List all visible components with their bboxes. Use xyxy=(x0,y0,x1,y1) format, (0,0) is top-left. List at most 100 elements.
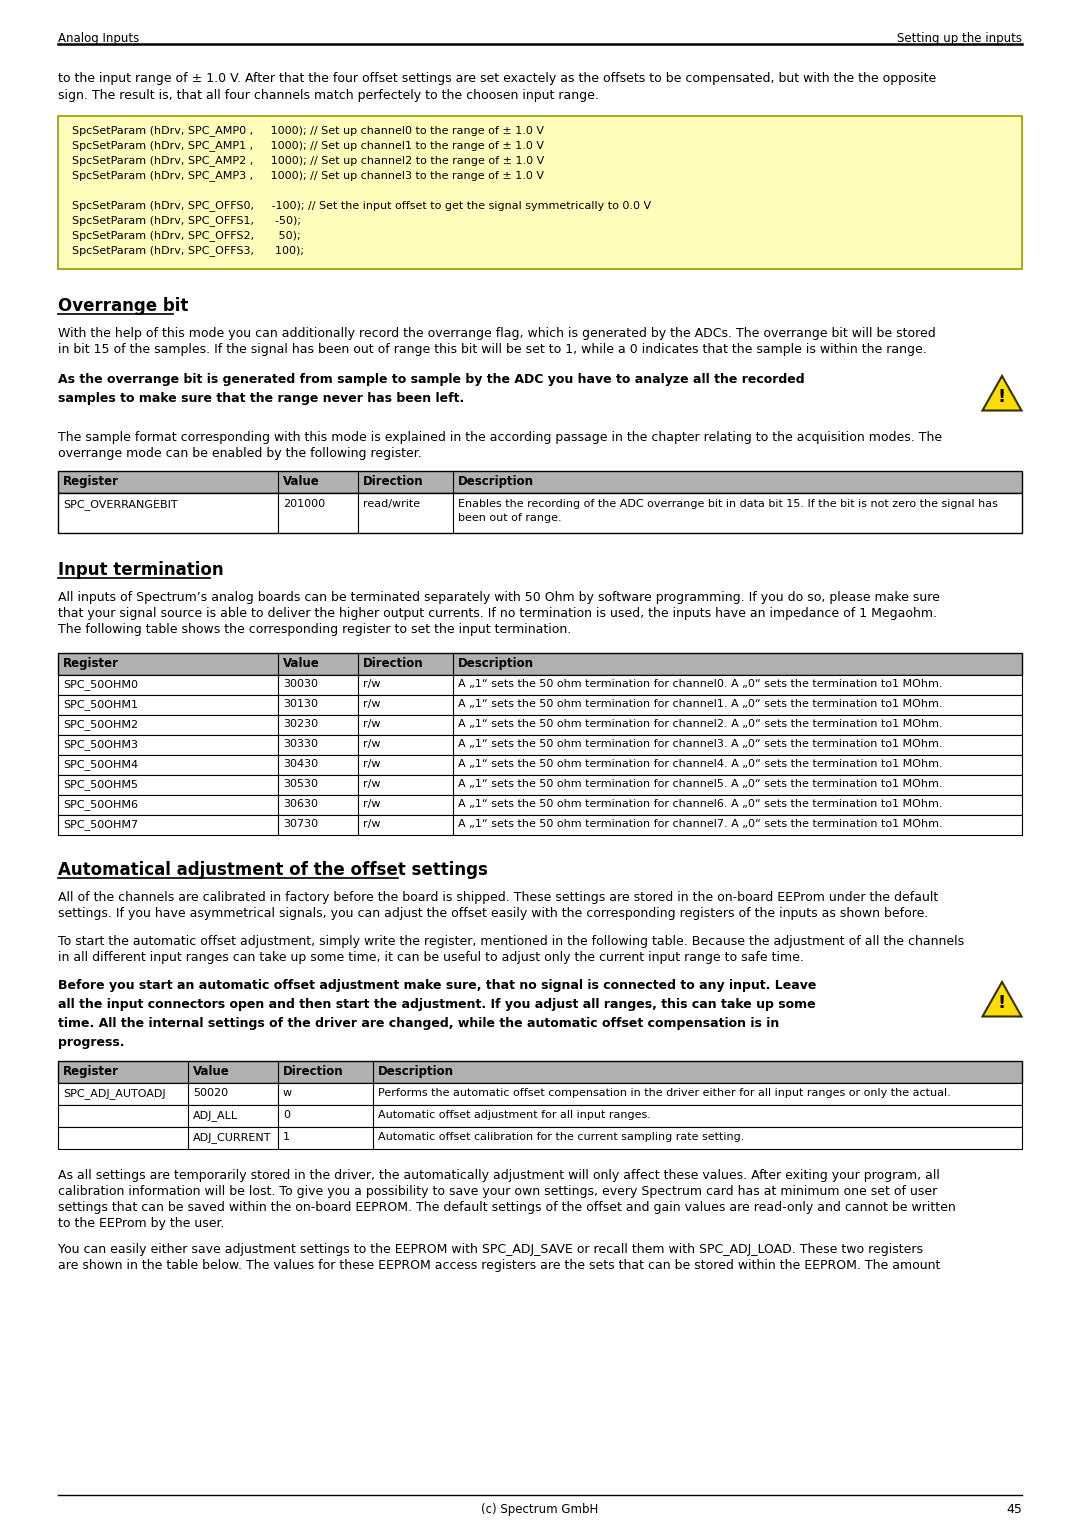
Polygon shape xyxy=(983,376,1022,411)
Text: progress.: progress. xyxy=(58,1036,124,1050)
Text: Enables the recording of the ADC overrange bit in data bit 15. If the bit is not: Enables the recording of the ADC overran… xyxy=(458,500,998,509)
Text: Value: Value xyxy=(283,657,320,669)
Text: calibration information will be lost. To give you a possibility to save your own: calibration information will be lost. To… xyxy=(58,1186,937,1198)
Text: SPC_OVERRANGEBIT: SPC_OVERRANGEBIT xyxy=(63,500,177,510)
Bar xyxy=(58,814,1022,834)
Text: r/w: r/w xyxy=(363,799,380,808)
Text: !: ! xyxy=(998,388,1007,406)
Text: SPC_50OHM7: SPC_50OHM7 xyxy=(63,819,138,830)
Text: A „1“ sets the 50 ohm termination for channel3. A „0“ sets the termination to1 M: A „1“ sets the 50 ohm termination for ch… xyxy=(458,740,943,749)
Text: SPC_50OHM6: SPC_50OHM6 xyxy=(63,799,138,810)
Text: Analog Inputs: Analog Inputs xyxy=(58,32,139,44)
Text: 30230: 30230 xyxy=(283,720,319,729)
Text: are shown in the table below. The values for these EEPROM access registers are t: are shown in the table below. The values… xyxy=(58,1259,941,1271)
Text: SPC_50OHM5: SPC_50OHM5 xyxy=(63,779,138,790)
Text: A „1“ sets the 50 ohm termination for channel6. A „0“ sets the termination to1 M: A „1“ sets the 50 ohm termination for ch… xyxy=(458,799,943,808)
Text: (c) Spectrum GmbH: (c) Spectrum GmbH xyxy=(482,1504,598,1516)
Text: r/w: r/w xyxy=(363,678,380,689)
Text: SPC_50OHM4: SPC_50OHM4 xyxy=(63,759,138,770)
Text: overrange mode can be enabled by the following register.: overrange mode can be enabled by the fol… xyxy=(58,448,422,460)
Text: all the input connectors open and then start the adjustment. If you adjust all r: all the input connectors open and then s… xyxy=(58,998,815,1012)
Bar xyxy=(58,1105,1022,1128)
Bar xyxy=(58,494,1022,533)
Text: SpcSetParam (hDrv, SPC_AMP2 ,     1000); // Set up channel2 to the range of ± 1.: SpcSetParam (hDrv, SPC_AMP2 , 1000); // … xyxy=(72,154,544,167)
Text: that your signal source is able to deliver the higher output currents. If no ter: that your signal source is able to deliv… xyxy=(58,607,937,620)
Text: A „1“ sets the 50 ohm termination for channel2. A „0“ sets the termination to1 M: A „1“ sets the 50 ohm termination for ch… xyxy=(458,720,943,729)
Text: Performs the automatic offset compensation in the driver either for all input ra: Performs the automatic offset compensati… xyxy=(378,1088,950,1099)
Text: r/w: r/w xyxy=(363,720,380,729)
Text: SpcSetParam (hDrv, SPC_OFFS3,      100);: SpcSetParam (hDrv, SPC_OFFS3, 100); xyxy=(72,244,303,255)
Text: r/w: r/w xyxy=(363,779,380,788)
Text: r/w: r/w xyxy=(363,740,380,749)
Text: You can easily either save adjustment settings to the EEPROM with SPC_ADJ_SAVE o: You can easily either save adjustment se… xyxy=(58,1242,923,1256)
Text: in bit 15 of the samples. If the signal has been out of range this bit will be s: in bit 15 of the samples. If the signal … xyxy=(58,342,927,356)
Text: settings. If you have asymmetrical signals, you can adjust the offset easily wit: settings. If you have asymmetrical signa… xyxy=(58,908,929,920)
Text: A „1“ sets the 50 ohm termination for channel0. A „0“ sets the termination to1 M: A „1“ sets the 50 ohm termination for ch… xyxy=(458,678,943,689)
Text: SpcSetParam (hDrv, SPC_AMP0 ,     1000); // Set up channel0 to the range of ± 1.: SpcSetParam (hDrv, SPC_AMP0 , 1000); // … xyxy=(72,125,544,136)
Text: A „1“ sets the 50 ohm termination for channel7. A „0“ sets the termination to1 M: A „1“ sets the 50 ohm termination for ch… xyxy=(458,819,943,830)
Text: A „1“ sets the 50 ohm termination for channel4. A „0“ sets the termination to1 M: A „1“ sets the 50 ohm termination for ch… xyxy=(458,759,943,769)
Text: sign. The result is, that all four channels match perfectely to the choosen inpu: sign. The result is, that all four chann… xyxy=(58,89,599,102)
Text: A „1“ sets the 50 ohm termination for channel1. A „0“ sets the termination to1 M: A „1“ sets the 50 ohm termination for ch… xyxy=(458,698,943,709)
Bar xyxy=(58,652,1022,675)
Text: Overrange bit: Overrange bit xyxy=(58,296,188,315)
Text: The following table shows the corresponding register to set the input terminatio: The following table shows the correspond… xyxy=(58,623,571,636)
Text: 30130: 30130 xyxy=(283,698,318,709)
Text: With the help of this mode you can additionally record the overrange flag, which: With the help of this mode you can addit… xyxy=(58,327,935,341)
Text: Automatic offset calibration for the current sampling rate setting.: Automatic offset calibration for the cur… xyxy=(378,1132,744,1141)
Bar xyxy=(58,1060,1022,1083)
Text: Description: Description xyxy=(378,1065,454,1077)
Text: in all different input ranges can take up some time, it can be useful to adjust : in all different input ranges can take u… xyxy=(58,950,804,964)
Text: 201000: 201000 xyxy=(283,500,325,509)
Text: to the EEProm by the user.: to the EEProm by the user. xyxy=(58,1216,225,1230)
Text: 50020: 50020 xyxy=(193,1088,228,1099)
Text: time. All the internal settings of the driver are changed, while the automatic o: time. All the internal settings of the d… xyxy=(58,1018,780,1030)
Text: SpcSetParam (hDrv, SPC_AMP1 ,     1000); // Set up channel1 to the range of ± 1.: SpcSetParam (hDrv, SPC_AMP1 , 1000); // … xyxy=(72,141,544,151)
Text: 45: 45 xyxy=(1007,1504,1022,1516)
Text: ADJ_ALL: ADJ_ALL xyxy=(193,1109,238,1122)
Text: SpcSetParam (hDrv, SPC_AMP3 ,     1000); // Set up channel3 to the range of ± 1.: SpcSetParam (hDrv, SPC_AMP3 , 1000); // … xyxy=(72,170,544,180)
Bar xyxy=(58,755,1022,775)
Text: 1: 1 xyxy=(283,1132,291,1141)
Text: Description: Description xyxy=(458,657,534,669)
Text: Direction: Direction xyxy=(283,1065,343,1077)
Text: SPC_ADJ_AUTOADJ: SPC_ADJ_AUTOADJ xyxy=(63,1088,165,1099)
Bar xyxy=(58,735,1022,755)
Text: Setting up the inputs: Setting up the inputs xyxy=(897,32,1022,44)
Text: Automatic offset adjustment for all input ranges.: Automatic offset adjustment for all inpu… xyxy=(378,1109,651,1120)
Text: Before you start an automatic offset adjustment make sure, that no signal is con: Before you start an automatic offset adj… xyxy=(58,979,816,992)
Text: SpcSetParam (hDrv, SPC_OFFS0,     -100); // Set the input offset to get the sign: SpcSetParam (hDrv, SPC_OFFS0, -100); // … xyxy=(72,200,651,211)
Text: As all settings are temporarily stored in the driver, the automatically adjustme: As all settings are temporarily stored i… xyxy=(58,1169,940,1183)
Text: As the overrange bit is generated from sample to sample by the ADC you have to a: As the overrange bit is generated from s… xyxy=(58,373,805,387)
Text: 30630: 30630 xyxy=(283,799,318,808)
Text: SpcSetParam (hDrv, SPC_OFFS2,       50);: SpcSetParam (hDrv, SPC_OFFS2, 50); xyxy=(72,231,300,241)
Bar xyxy=(58,116,1022,269)
Text: 30030: 30030 xyxy=(283,678,318,689)
Text: Direction: Direction xyxy=(363,475,423,487)
Bar xyxy=(58,695,1022,715)
Text: settings that can be saved within the on-board EEPROM. The default settings of t: settings that can be saved within the on… xyxy=(58,1201,956,1215)
Text: Register: Register xyxy=(63,1065,119,1077)
Text: 0: 0 xyxy=(283,1109,291,1120)
Text: To start the automatic offset adjustment, simply write the register, mentioned i: To start the automatic offset adjustment… xyxy=(58,935,964,947)
Text: 30530: 30530 xyxy=(283,779,318,788)
Bar xyxy=(58,1128,1022,1149)
Text: r/w: r/w xyxy=(363,759,380,769)
Text: Register: Register xyxy=(63,475,119,487)
Text: All of the channels are calibrated in factory before the board is shipped. These: All of the channels are calibrated in fa… xyxy=(58,891,939,905)
Bar xyxy=(58,1083,1022,1105)
Text: All inputs of Spectrum’s analog boards can be terminated separately with 50 Ohm : All inputs of Spectrum’s analog boards c… xyxy=(58,591,940,604)
Polygon shape xyxy=(983,983,1022,1016)
Text: SPC_50OHM2: SPC_50OHM2 xyxy=(63,720,138,730)
Text: Value: Value xyxy=(193,1065,230,1077)
Text: SpcSetParam (hDrv, SPC_OFFS1,      -50);: SpcSetParam (hDrv, SPC_OFFS1, -50); xyxy=(72,215,301,226)
Text: Input termination: Input termination xyxy=(58,561,224,579)
Bar xyxy=(58,471,1022,494)
Text: r/w: r/w xyxy=(363,819,380,830)
Text: Register: Register xyxy=(63,657,119,669)
Text: Value: Value xyxy=(283,475,320,487)
Text: Description: Description xyxy=(458,475,534,487)
Text: read/write: read/write xyxy=(363,500,420,509)
Text: 30330: 30330 xyxy=(283,740,318,749)
Text: to the input range of ± 1.0 V. After that the four offset settings are set exact: to the input range of ± 1.0 V. After tha… xyxy=(58,72,936,86)
